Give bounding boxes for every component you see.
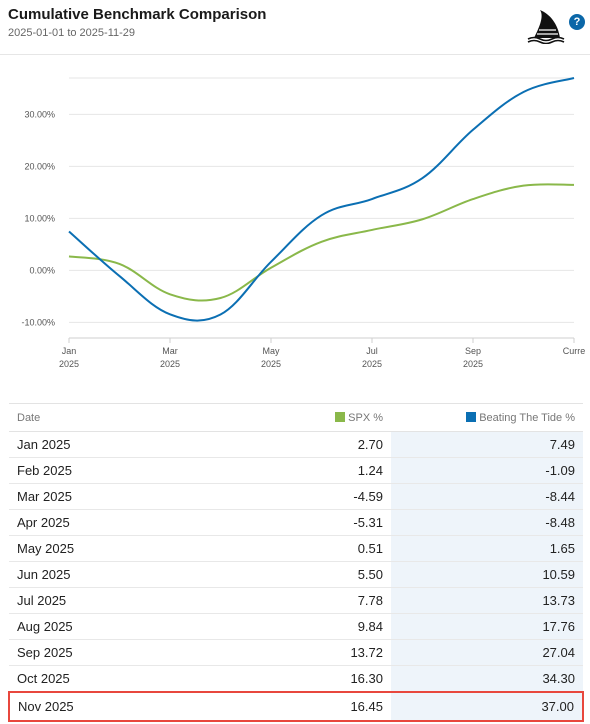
- cell-spx: 0.51: [115, 535, 391, 562]
- table-row: Jan 2025 2.70 7.49: [9, 431, 583, 458]
- cell-date: Jun 2025: [9, 561, 115, 588]
- table-header-row: Date SPX % Beating The Tide %: [9, 403, 583, 432]
- header-divider: [0, 54, 590, 55]
- help-icon[interactable]: ?: [569, 14, 585, 30]
- cell-spx: -4.59: [115, 483, 391, 510]
- table-row: Apr 2025 -5.31 -8.48: [9, 509, 583, 536]
- spx-legend-swatch: [335, 411, 346, 422]
- x-tick-label: May: [262, 346, 280, 356]
- page-title: Cumulative Benchmark Comparison: [8, 6, 267, 23]
- date-column-header: Date: [9, 403, 115, 432]
- cell-date: Jan 2025: [9, 431, 115, 458]
- cell-date: Mar 2025: [9, 483, 115, 510]
- spx-series-line: [68, 183, 575, 302]
- cell-spx: 13.72: [115, 639, 391, 666]
- chart-header: Cumulative Benchmark Comparison 2025-01-…: [8, 6, 590, 54]
- cell-btt: 10.59: [391, 561, 583, 588]
- btt-column-label: Beating The Tide %: [479, 411, 575, 424]
- cell-date: Apr 2025: [9, 509, 115, 536]
- cell-spx: 7.78: [115, 587, 391, 614]
- y-tick-label: 20.00%: [24, 161, 55, 171]
- cell-btt: 37.00: [391, 691, 584, 722]
- x-tick-label: Jan: [62, 346, 77, 356]
- cell-spx: 5.50: [115, 561, 391, 588]
- x-tick-label-year: 2025: [362, 359, 382, 369]
- cell-date: Sep 2025: [9, 639, 115, 666]
- table-row: May 2025 0.51 1.65: [9, 535, 583, 562]
- x-tick-label-year: 2025: [160, 359, 180, 369]
- cell-date: Jul 2025: [9, 587, 115, 614]
- date-range: 2025-01-01 to 2025-11-29: [8, 27, 136, 39]
- table-row: Aug 2025 9.84 17.76: [9, 613, 583, 640]
- benchmark-table: Date SPX % Beating The Tide % Jan 2025 2.…: [8, 403, 584, 722]
- x-tick-label-year: 2025: [463, 359, 483, 369]
- cell-btt: 1.65: [391, 535, 583, 562]
- shark-fin-logo-icon: [527, 10, 565, 44]
- cell-date: Feb 2025: [9, 457, 115, 484]
- cell-spx: 16.45: [115, 691, 391, 722]
- cell-spx: 1.24: [115, 457, 391, 484]
- table-row: Jun 2025 5.50 10.59: [9, 561, 583, 588]
- cell-spx: 16.30: [115, 665, 391, 693]
- table-row: Feb 2025 1.24 -1.09: [9, 457, 583, 484]
- cell-btt: -1.09: [391, 457, 583, 484]
- y-tick-label: 0.00%: [29, 265, 55, 275]
- table-row: Jul 2025 7.78 13.73: [9, 587, 583, 614]
- cell-date: Oct 2025: [9, 665, 115, 693]
- y-tick-label: -10.00%: [21, 317, 55, 327]
- cell-btt: -8.44: [391, 483, 583, 510]
- table-row: Mar 2025 -4.59 -8.44: [9, 483, 583, 510]
- x-tick-label: Curre: [563, 346, 586, 356]
- cell-spx: 2.70: [115, 431, 391, 458]
- table-row: Sep 2025 13.72 27.04: [9, 639, 583, 666]
- cell-btt: 7.49: [391, 431, 583, 458]
- spx-column-label: SPX %: [348, 411, 383, 424]
- x-tick-label-year: 2025: [59, 359, 79, 369]
- cell-btt: 27.04: [391, 639, 583, 666]
- y-tick-label: 30.00%: [24, 109, 55, 119]
- cell-date: May 2025: [9, 535, 115, 562]
- btt-series-line: [68, 77, 575, 322]
- table-row: Oct 2025 16.30 34.30: [9, 665, 583, 693]
- cell-date: Aug 2025: [9, 613, 115, 640]
- spx-column-header: SPX %: [115, 403, 391, 432]
- btt-column-header: Beating The Tide %: [391, 403, 583, 432]
- x-tick-label-year: 2025: [261, 359, 281, 369]
- y-tick-label: 10.00%: [24, 213, 55, 223]
- table-row: Nov 2025 16.45 37.00: [8, 691, 584, 722]
- cell-btt: 17.76: [391, 613, 583, 640]
- x-tick-label: Jul: [366, 346, 378, 356]
- cell-spx: -5.31: [115, 509, 391, 536]
- x-tick-label: Sep: [465, 346, 481, 356]
- cell-btt: 34.30: [391, 665, 583, 693]
- cell-btt: -8.48: [391, 509, 583, 536]
- btt-legend-swatch: [466, 411, 477, 422]
- cell-spx: 9.84: [115, 613, 391, 640]
- benchmark-line-chart: -10.00% 0.00% 10.00% 20.00% 30.00% Jan 2025 Mar…: [21, 77, 586, 369]
- cell-btt: 13.73: [391, 587, 583, 614]
- cell-date: Nov 2025: [8, 691, 115, 722]
- x-tick-label: Mar: [162, 346, 178, 356]
